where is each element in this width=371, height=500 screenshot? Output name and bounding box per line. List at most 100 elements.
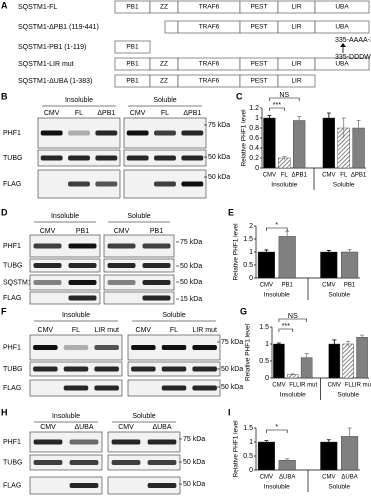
significance-label: NS	[288, 313, 298, 320]
y-tick-label: 1.5	[243, 425, 253, 432]
y-tick-label: 1.5	[243, 236, 253, 243]
lane-label: ΔUBA	[74, 424, 93, 431]
bar	[257, 441, 275, 471]
error-bar	[332, 339, 337, 349]
bar	[320, 441, 338, 471]
domain-label: LIR	[291, 61, 301, 68]
blot-frame	[29, 431, 103, 453]
bar	[320, 251, 338, 279]
band	[181, 155, 204, 161]
lane-label: FL	[75, 110, 83, 117]
band	[192, 366, 217, 372]
group-label: Soluble	[127, 213, 150, 220]
row-label: PHF1	[3, 130, 21, 137]
band	[107, 263, 136, 268]
error-bar	[290, 373, 295, 376]
x-tick-label: FL	[340, 173, 348, 179]
band	[68, 263, 97, 268]
group-label: Insoluble	[280, 392, 306, 399]
band	[142, 263, 171, 268]
band	[33, 345, 58, 350]
lane-label: LIR mut	[94, 327, 119, 334]
row-label: TUBG	[3, 155, 22, 162]
error-bar	[326, 250, 331, 254]
band	[95, 181, 118, 187]
mutation-label: 335-AAAA-338	[335, 37, 371, 44]
y-axis-label: Relative PHF1 level	[233, 420, 240, 478]
error-bar	[282, 156, 287, 160]
significance-bracket	[266, 227, 288, 231]
group-label: Soluble	[328, 484, 350, 491]
band	[131, 366, 156, 372]
y-axis-label: Relative PHF1 level	[241, 109, 248, 167]
domain-label: LIR	[291, 78, 301, 85]
x-tick-label: PB1	[344, 283, 356, 289]
y-axis-label: Relative PHF1 level	[245, 323, 252, 381]
lane-label: FL	[170, 327, 178, 334]
error-bar	[347, 427, 352, 445]
significance-label: *	[275, 424, 278, 431]
band	[181, 130, 204, 136]
band	[94, 385, 119, 391]
marker-label: 15 kDa	[180, 296, 202, 303]
domain-label: PB1	[126, 44, 139, 51]
x-tick-label: CMV	[322, 475, 335, 481]
y-tick-label: 0.5	[243, 453, 253, 460]
significance-label: *	[275, 222, 278, 229]
domain-label: PB1	[126, 78, 139, 85]
band	[68, 155, 90, 161]
lane-label: PB1	[76, 228, 89, 235]
blot-frame	[29, 454, 103, 471]
error-bar	[264, 249, 269, 255]
blot-frame	[103, 258, 175, 273]
blot-frame	[107, 454, 181, 471]
group-label: Soluble	[337, 392, 359, 399]
row-label: FLAG	[3, 385, 21, 392]
y-tick-label: 0	[255, 165, 259, 172]
error-bar	[285, 458, 290, 462]
x-tick-label: FL	[289, 383, 297, 389]
panel-label: A	[1, 0, 8, 10]
band	[40, 155, 63, 161]
y-axis-label: Relative PHF1 level	[233, 223, 240, 281]
domain-box	[314, 20, 370, 34]
panel-label: F	[1, 306, 7, 316]
bar	[341, 251, 359, 279]
band	[192, 385, 217, 391]
bar	[342, 343, 354, 379]
band	[107, 280, 136, 285]
error-bar	[356, 120, 361, 136]
band	[147, 483, 177, 488]
y-tick-label: 1	[255, 115, 259, 122]
domain-label: TRAF6	[199, 78, 220, 85]
panel-label: H	[1, 407, 8, 417]
lane-label: FL	[161, 110, 169, 117]
band	[33, 280, 62, 285]
domain-label: LIR	[291, 4, 301, 11]
domain-box	[314, 57, 370, 71]
bar	[278, 460, 296, 471]
panel-label: C	[236, 91, 243, 101]
significance-bracket	[278, 318, 307, 322]
y-tick-label: 0.5	[243, 262, 253, 269]
blot-frame	[103, 274, 175, 291]
lane-label: CMV	[130, 110, 146, 117]
row-label: PHF1	[3, 439, 21, 446]
marker-label: 50 kDa	[180, 263, 202, 270]
error-bar	[346, 340, 351, 347]
band	[33, 439, 63, 445]
marker-label: 50 kDa	[221, 384, 243, 391]
y-tick-label: 0.5	[259, 358, 269, 365]
marker-label: 50 kDa	[221, 366, 243, 373]
marker-label: 75 kDa	[221, 339, 243, 346]
y-tick-label: 0.6	[249, 135, 259, 142]
marker-label: 75 kDa	[183, 436, 205, 443]
domain-label: TRAF6	[199, 61, 220, 68]
y-tick-label: 0	[249, 467, 253, 474]
blot-frame	[29, 274, 101, 291]
band	[68, 243, 97, 249]
error-bar	[360, 334, 365, 340]
band	[142, 295, 171, 301]
domain-label: ZZ	[160, 4, 168, 11]
marker-label: 50 kDa	[183, 459, 205, 466]
